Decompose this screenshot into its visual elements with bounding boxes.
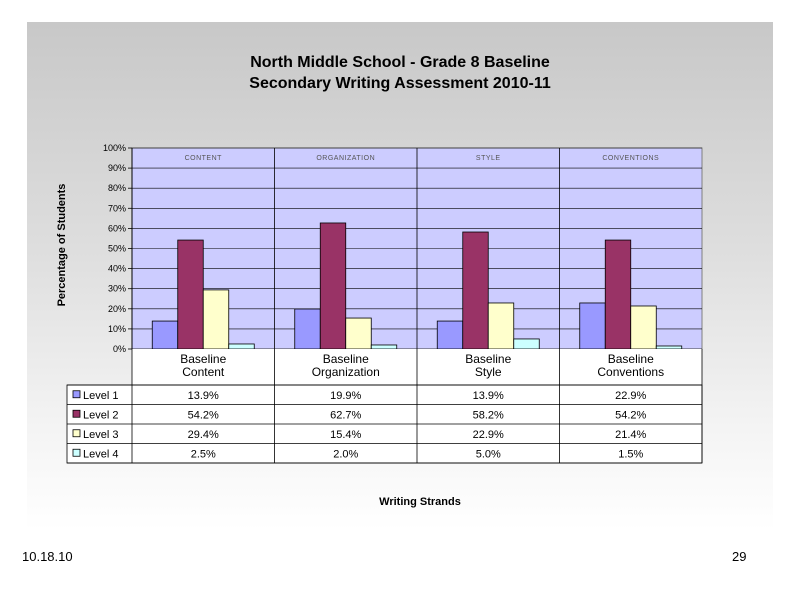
legend-key <box>72 429 81 438</box>
x-tick-label: Baseline <box>608 352 654 366</box>
strand-label: CONTENT <box>185 155 223 162</box>
bar-level-4 <box>370 344 398 350</box>
bar-level-3 <box>345 317 372 350</box>
legend-key <box>72 390 81 399</box>
bar-level-1 <box>579 302 606 350</box>
bar-level-3 <box>630 305 657 350</box>
y-tick-label: 20% <box>108 304 126 314</box>
bar-level-1 <box>294 308 321 350</box>
data-label: 54.2% <box>188 409 219 421</box>
bar-level-2 <box>177 239 204 350</box>
x-tick-label: Organization <box>312 365 380 379</box>
y-tick-label: 80% <box>108 183 126 193</box>
y-axis-label: Percentage of Students <box>56 183 68 307</box>
bar-level-2 <box>319 222 347 350</box>
bar-level-4 <box>655 345 683 350</box>
y-tick-label: 100% <box>103 143 126 153</box>
data-label: 13.9% <box>188 390 219 402</box>
strand-label: CONVENTIONS <box>602 155 659 162</box>
y-tick-label: 40% <box>108 264 126 274</box>
y-tick-label: 90% <box>108 163 126 173</box>
y-tick-label: 10% <box>108 324 126 334</box>
y-tick-label: 70% <box>108 203 126 213</box>
data-label: 22.9% <box>615 390 646 402</box>
y-tick-label: 60% <box>108 223 126 233</box>
chart-title-line2: Secondary Writing Assessment 2010-11 <box>249 75 551 92</box>
legend-label: Level 2 <box>83 409 118 421</box>
data-label: 62.7% <box>330 409 361 421</box>
data-label: 2.0% <box>333 448 358 460</box>
x-tick-label: Baseline <box>323 352 369 366</box>
bar-level-2 <box>604 239 632 350</box>
x-tick-label: Baseline <box>465 352 511 366</box>
x-tick-label: Conventions <box>597 365 664 379</box>
legend-key <box>72 409 81 418</box>
data-label: 15.4% <box>330 429 361 441</box>
y-tick-label: 50% <box>108 244 126 254</box>
bar-level-1 <box>436 320 464 350</box>
x-tick-label: Baseline <box>180 352 226 366</box>
data-label: 29.4% <box>188 429 219 441</box>
data-label: 1.5% <box>618 448 643 460</box>
strand-label: STYLE <box>476 155 501 162</box>
x-axis-label: Writing Strands <box>379 496 461 508</box>
data-label: 13.9% <box>473 390 504 402</box>
data-label: 54.2% <box>615 409 646 421</box>
data-label: 22.9% <box>473 429 504 441</box>
data-label: 2.5% <box>191 448 216 460</box>
y-tick-label: 30% <box>108 284 126 294</box>
slide-date: 10.18.10 <box>22 549 73 564</box>
bar-level-3 <box>202 289 230 350</box>
data-label: 58.2% <box>473 409 504 421</box>
legend-key <box>72 448 81 457</box>
bar-level-2 <box>462 231 489 350</box>
bar-level-1 <box>151 320 179 350</box>
legend-label: Level 4 <box>83 448 118 460</box>
legend-label: Level 3 <box>83 429 118 441</box>
bar-level-4 <box>513 338 540 350</box>
x-tick-label: Content <box>182 365 225 379</box>
strand-label: ORGANIZATION <box>316 155 375 162</box>
data-label: 5.0% <box>476 448 501 460</box>
x-tick-label: Style <box>475 365 502 379</box>
legend-label: Level 1 <box>83 390 118 402</box>
y-tick-label: 0% <box>113 344 126 354</box>
bar-level-4 <box>228 343 255 350</box>
bar-level-3 <box>487 302 515 350</box>
slide-page-number: 29 <box>732 549 747 564</box>
data-label: 21.4% <box>615 429 646 441</box>
data-label: 19.9% <box>330 390 361 402</box>
chart-title-line1: North Middle School - Grade 8 Baseline <box>250 54 550 71</box>
